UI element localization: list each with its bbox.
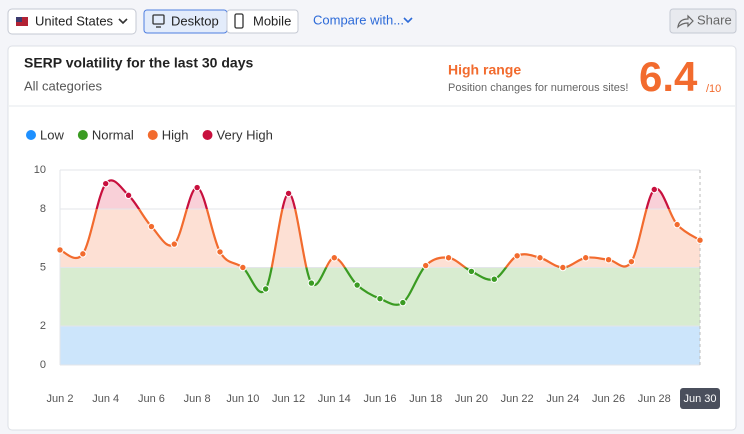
x-tick-label: Jun 22	[501, 393, 534, 405]
compare: Compare with...	[313, 12, 404, 27]
point	[147, 222, 156, 231]
point	[239, 263, 247, 272]
point	[399, 298, 407, 307]
x-tick-label: Jun 12	[272, 393, 305, 405]
mobile-button[interactable]: Mobile	[226, 9, 299, 34]
x-tick-label: Jun 10	[226, 393, 259, 405]
legend-label: High	[162, 127, 189, 142]
mobile: Mobile	[253, 13, 291, 28]
x-tick-label: Jun 26	[592, 393, 625, 405]
point	[102, 179, 110, 188]
y-tick-label: 8	[40, 203, 46, 215]
country-dropdown[interactable]: United States	[7, 8, 137, 35]
point	[79, 250, 87, 258]
x-tick-label: Jun 28	[638, 393, 671, 405]
band-background	[60, 326, 700, 365]
x-tick-label: Jun 18	[409, 393, 442, 405]
point	[627, 257, 636, 266]
point	[193, 183, 201, 192]
share-button[interactable]: Share	[669, 8, 737, 34]
subtitle: All categories	[24, 78, 103, 93]
x-tick-label: Jun 20	[455, 393, 488, 405]
desktop: Desktop	[171, 13, 219, 28]
x-tick-label: Jun 4	[92, 393, 119, 405]
point	[467, 267, 476, 276]
point	[422, 261, 430, 270]
point	[330, 254, 338, 262]
line	[59, 179, 701, 306]
point	[307, 279, 316, 287]
legend-dot	[77, 130, 88, 140]
point	[582, 254, 590, 262]
x-tick-label: Jun 2	[47, 393, 74, 405]
point	[673, 220, 681, 229]
x-tick-label: Jun 24	[546, 393, 579, 405]
country: United States	[35, 13, 114, 28]
point	[559, 263, 567, 272]
desktop-button[interactable]: Desktop	[143, 9, 228, 34]
point	[650, 185, 658, 194]
point	[376, 295, 384, 303]
y-tick-label: 0	[40, 359, 46, 371]
range-note: Position changes for numerous sites!	[448, 82, 628, 94]
point	[170, 240, 178, 248]
legend-label: Very High	[217, 127, 273, 142]
point	[696, 236, 704, 244]
point	[284, 189, 293, 198]
x-tick-label: Jun 30	[683, 393, 716, 405]
point	[444, 254, 453, 262]
point	[536, 254, 544, 262]
share: Share	[697, 12, 732, 27]
point	[216, 248, 224, 256]
y-tick-label: 10	[34, 164, 46, 176]
compare-button[interactable]: Compare with...	[313, 12, 413, 27]
x-tick-label: Jun 8	[184, 393, 211, 405]
point	[353, 281, 361, 289]
point	[513, 252, 521, 260]
legend-dot	[147, 130, 158, 140]
score-max: /10	[706, 83, 721, 95]
legend-dot	[202, 130, 213, 140]
range-label: High range	[448, 62, 521, 78]
legend-label: Low	[40, 127, 64, 142]
y-tick-label: 5	[40, 261, 46, 273]
legend-label: Normal	[92, 127, 134, 142]
y-tick-label: 2	[40, 320, 46, 332]
x-tick-label: Jun 14	[318, 393, 351, 405]
score: 6.4	[639, 53, 698, 100]
x-label-highlight	[680, 388, 720, 409]
point	[604, 256, 613, 264]
point	[124, 191, 133, 200]
title: SERP volatility for the last 30 days	[24, 55, 253, 71]
point	[490, 275, 498, 283]
x-tick-label: Jun 16	[363, 393, 396, 405]
x-tick-label: Jun 6	[138, 393, 165, 405]
legend-dot	[26, 130, 36, 140]
point	[262, 285, 270, 293]
point	[56, 246, 64, 254]
